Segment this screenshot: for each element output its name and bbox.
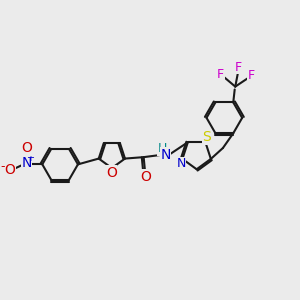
Text: O: O bbox=[106, 166, 117, 180]
Text: N: N bbox=[21, 156, 32, 170]
Text: O: O bbox=[4, 163, 15, 177]
Text: N: N bbox=[176, 157, 186, 170]
Text: F: F bbox=[217, 68, 224, 81]
Text: S: S bbox=[202, 130, 211, 144]
Text: F: F bbox=[248, 69, 255, 82]
Text: N: N bbox=[160, 148, 171, 162]
Text: O: O bbox=[140, 170, 151, 184]
Text: O: O bbox=[21, 141, 32, 155]
Text: -: - bbox=[1, 160, 5, 173]
Text: H: H bbox=[158, 142, 167, 155]
Text: F: F bbox=[235, 61, 242, 74]
Text: +: + bbox=[26, 153, 34, 163]
